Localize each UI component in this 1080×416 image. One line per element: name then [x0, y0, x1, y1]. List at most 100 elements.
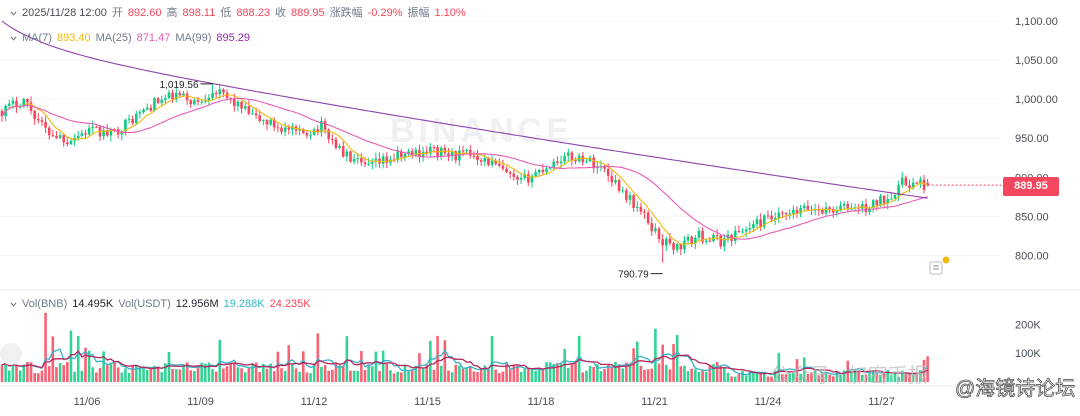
volume-bar: [320, 366, 323, 382]
volume-axis-label: 100K: [1015, 348, 1041, 360]
ma7-line: [1, 94, 928, 246]
volume-bar: [893, 371, 897, 382]
candle-body: [414, 149, 418, 156]
candle-body: [755, 219, 759, 225]
volume-bar: [904, 374, 908, 382]
candle-body: [508, 172, 512, 174]
chevron-down-icon[interactable]: [10, 10, 17, 17]
collapse-handle[interactable]: [0, 343, 22, 365]
volume-bar: [370, 366, 374, 382]
vol-bnb-value: 14.495K: [72, 298, 114, 310]
volume-bar: [596, 364, 599, 382]
volume-bar: [752, 371, 755, 382]
candle-body: [182, 93, 185, 96]
candle-body: [258, 115, 262, 122]
candle-body: [265, 120, 269, 125]
volume-bar: [723, 367, 726, 382]
candle-body: [501, 165, 505, 169]
volume-bar: [664, 365, 668, 382]
volume-bar: [414, 365, 418, 382]
volume-bar: [614, 361, 617, 382]
candle-body: [552, 161, 556, 168]
candle-body: [915, 182, 919, 184]
candle-body: [22, 98, 26, 107]
volume-legend: Vol(BNB) 14.495K Vol(USDT) 12.956M 19.28…: [10, 297, 311, 311]
time-axis-label: 11/21: [641, 396, 668, 408]
candle-body: [875, 200, 879, 206]
volume-bar: [58, 363, 62, 382]
volume-bar: [55, 367, 58, 382]
volume-bar: [73, 371, 76, 382]
volume-bar: [7, 370, 11, 382]
candle-body: [367, 163, 370, 165]
last-price-tag: 889.95: [1003, 177, 1059, 196]
volume-bar: [603, 369, 606, 382]
ma99-line: [1, 20, 928, 199]
candle-body: [773, 218, 777, 220]
candle-body: [160, 99, 164, 103]
volume-bar: [574, 363, 577, 382]
volume-bar: [334, 363, 338, 382]
volume-bar: [498, 373, 501, 382]
price-axis-label: 1,000.00: [1015, 94, 1058, 106]
volume-bar: [410, 370, 414, 382]
volume-bar: [606, 364, 610, 382]
candle-body: [490, 160, 494, 165]
candle-body: [378, 158, 381, 164]
candle-body: [650, 223, 654, 232]
volume-bar: [679, 366, 683, 382]
candle-body: [243, 106, 247, 109]
volume-bar: [792, 372, 795, 382]
volume-bar: [766, 376, 770, 382]
volume-bar: [585, 370, 588, 382]
volume-bar: [479, 369, 483, 382]
volume-bar: [272, 371, 276, 382]
volume-bar: [454, 364, 458, 382]
volume-bar: [407, 370, 410, 382]
volume-bar: [871, 370, 875, 382]
candle-body: [715, 235, 719, 237]
volume-bar: [708, 364, 712, 382]
candle-body: [156, 98, 160, 103]
overlay-account-1: 公众号 · 加密币报: [770, 364, 928, 387]
candle-body: [109, 129, 113, 136]
volume-bar: [283, 370, 287, 382]
candle-body: [272, 119, 276, 128]
price-axis-label: 800.00: [1015, 250, 1049, 262]
candle-body: [839, 205, 842, 211]
candle-body: [643, 211, 646, 213]
candle-body: [828, 207, 831, 210]
volume-bar: [828, 374, 831, 382]
volume-bar: [835, 371, 839, 382]
volume-bar: [675, 335, 679, 382]
volume-bar: [360, 351, 363, 382]
candle-body: [55, 135, 58, 138]
volume-bar: [69, 330, 73, 382]
volume-bar: [566, 368, 570, 382]
alert-dot-icon: [942, 256, 950, 264]
candle-body: [614, 180, 617, 183]
volume-bar: [476, 372, 479, 382]
candle-body: [218, 89, 222, 95]
volume-bar: [352, 370, 356, 382]
candle-body: [429, 146, 432, 154]
candle-body: [193, 100, 196, 105]
volume-bar: [76, 335, 80, 382]
volume-bar: [748, 370, 752, 382]
volume-bar: [468, 366, 472, 382]
candle-body: [44, 121, 47, 128]
time-axis-label: 11/12: [301, 396, 328, 408]
candle-body: [784, 213, 788, 215]
volume-bar: [182, 364, 185, 382]
volume-bar: [135, 365, 138, 382]
volume-bar: [443, 340, 447, 382]
volume-bar: [338, 365, 341, 382]
candle-body: [686, 236, 690, 241]
chevron-down-icon[interactable]: [10, 35, 17, 42]
ohlc-header: 2025/11/28 12:00 开 892.60 高 898.11 低 888…: [10, 6, 466, 20]
candle-body: [748, 228, 752, 230]
candle-body: [835, 210, 839, 213]
candle-body: [40, 120, 44, 122]
chevron-down-icon[interactable]: [10, 301, 17, 308]
